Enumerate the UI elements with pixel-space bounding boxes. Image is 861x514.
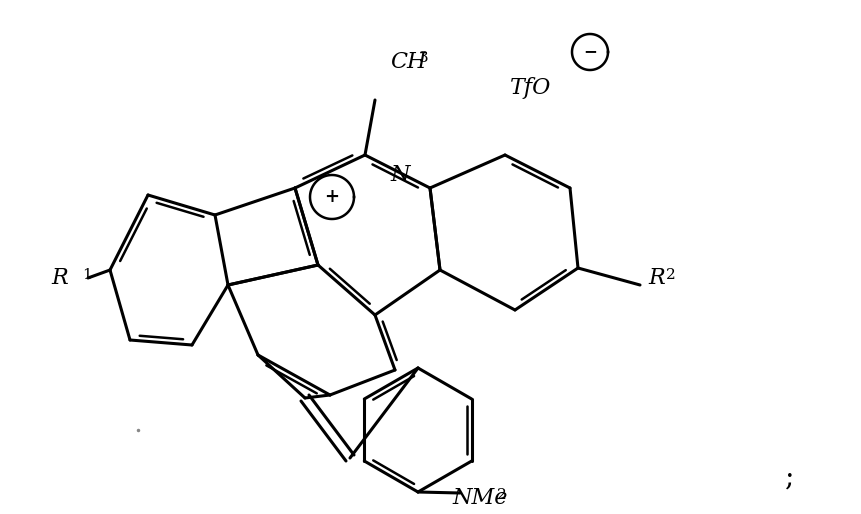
Text: 3: 3 bbox=[418, 51, 428, 65]
Text: R: R bbox=[51, 267, 68, 289]
Text: +: + bbox=[324, 188, 339, 206]
Text: ;: ; bbox=[784, 465, 794, 491]
Text: 2: 2 bbox=[497, 488, 506, 502]
Text: TfO: TfO bbox=[510, 77, 551, 99]
Text: 1: 1 bbox=[82, 268, 91, 282]
Text: CH: CH bbox=[389, 51, 426, 73]
Text: NMe: NMe bbox=[451, 487, 507, 509]
Text: −: − bbox=[582, 44, 597, 61]
Text: 2: 2 bbox=[666, 268, 675, 282]
Text: N: N bbox=[390, 164, 409, 186]
Text: R: R bbox=[647, 267, 664, 289]
